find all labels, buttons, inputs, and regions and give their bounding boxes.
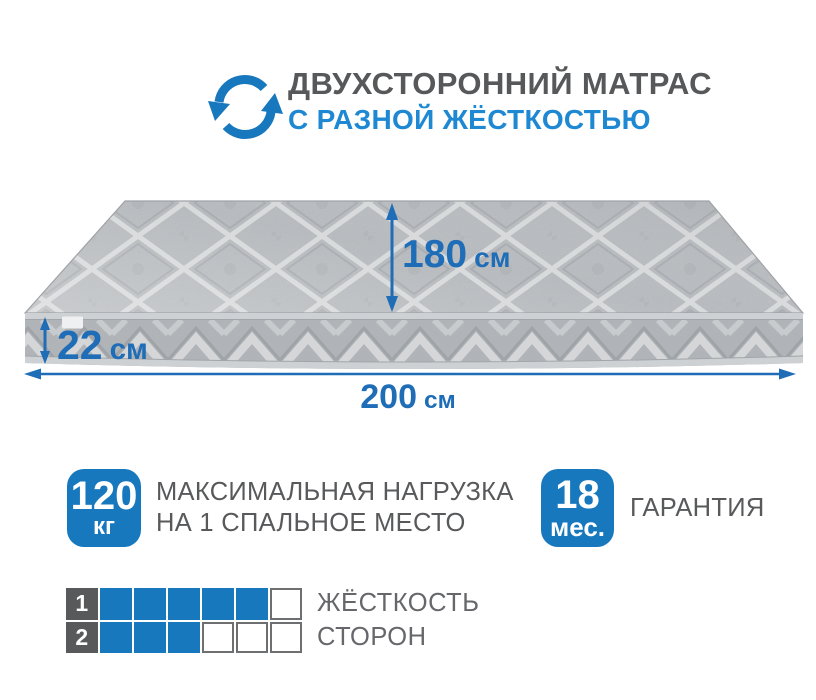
rating-row-index: 2 <box>66 621 98 653</box>
rating-square-filled <box>236 588 268 620</box>
rating-row-index: 1 <box>66 588 98 620</box>
header: ДВУХСТОРОННИЙ МАТРАС С РАЗНОЙ ЖЁСТКОСТЬЮ <box>288 66 712 135</box>
length-value: 180 <box>402 233 468 276</box>
binding-tape-bottom <box>25 356 803 369</box>
rating-row: 1 ЖЁСТКОСТЬ <box>66 588 480 620</box>
rating-row-label: ЖЁСТКОСТЬ <box>317 589 480 617</box>
rating-square-filled <box>168 588 200 620</box>
max-load-label-line1: МАКСИМАЛЬНАЯ НАГРУЗКА <box>156 478 514 506</box>
width-unit: см <box>424 387 456 414</box>
page-title: ДВУХСТОРОННИЙ МАТРАС <box>288 66 712 101</box>
dimension-width-label: 200 см <box>0 380 816 414</box>
page-subtitle: С РАЗНОЙ ЖЁСТКОСТЬЮ <box>288 103 651 135</box>
rating-square-empty <box>236 621 268 653</box>
dimension-arrows <box>24 203 796 380</box>
mattress-scene: 180 см 22 см 200 см <box>0 170 816 420</box>
rating-square-filled <box>134 588 166 620</box>
rating-square-empty <box>270 588 302 620</box>
rating-square-filled <box>134 621 166 653</box>
rating-square-empty <box>202 621 234 653</box>
width-value: 200 <box>360 378 417 416</box>
rating-square-filled <box>202 588 234 620</box>
warranty-label: ГАРАНТИЯ <box>630 469 765 547</box>
mattress-image <box>23 200 805 380</box>
rating-row-label: СТОРОН <box>317 622 427 651</box>
warranty-label-line1: ГАРАНТИЯ <box>630 493 765 522</box>
binding-tape-top <box>25 313 803 320</box>
thickness-value: 22 <box>57 322 103 368</box>
mattress-front-face <box>24 313 804 369</box>
rating-row: 2 СТОРОН <box>66 621 480 653</box>
ratings: 1 ЖЁСТКОСТЬ 2 СТОРОН <box>66 588 480 655</box>
max-load-unit: кг <box>92 513 115 540</box>
rating-square-filled <box>100 588 132 620</box>
max-load-label-line2: НА 1 СПАЛЬНОЕ МЕСТО <box>156 509 466 537</box>
max-load-badge: 120 кг <box>67 469 141 547</box>
max-load-label: МАКСИМАЛЬНАЯ НАГРУЗКА НА 1 СПАЛЬНОЕ МЕСТ… <box>156 469 514 547</box>
rating-square-filled <box>168 621 200 653</box>
dimension-length-label: 180 см <box>402 235 510 274</box>
mattress-label-tag <box>62 316 83 329</box>
dimension-thickness-label: 22 см <box>57 325 148 366</box>
max-load-value: 120 <box>70 474 138 518</box>
mattress-top-surface <box>23 200 805 314</box>
rotate-arrows-icon <box>208 75 283 139</box>
rating-square-empty <box>270 621 302 653</box>
warranty-badge: 18 мес. <box>541 469 614 547</box>
length-unit: см <box>474 242 511 273</box>
warranty-unit: мес. <box>549 512 606 542</box>
warranty-value: 18 <box>555 473 600 517</box>
rating-square-filled <box>100 621 132 653</box>
thickness-unit: см <box>109 333 148 366</box>
